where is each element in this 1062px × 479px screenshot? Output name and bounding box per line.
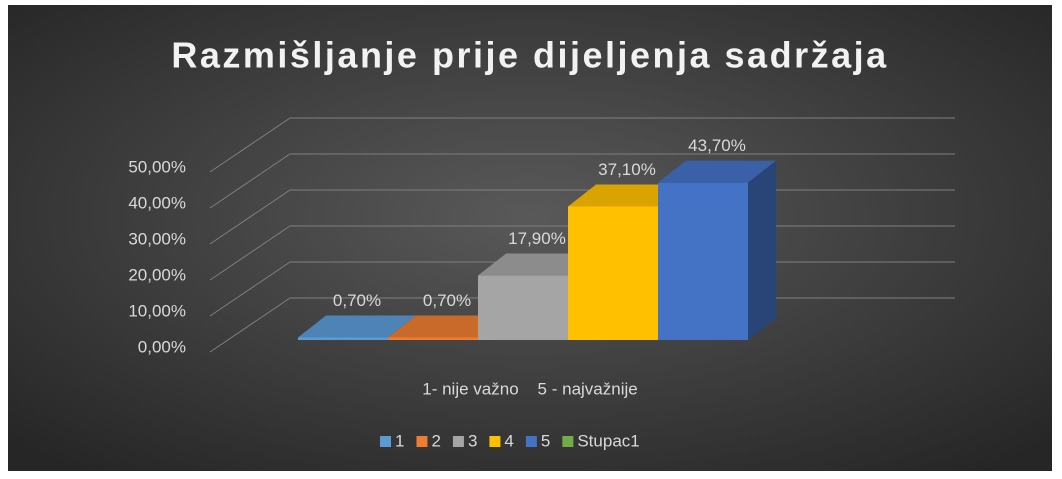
bar-top — [658, 160, 776, 183]
bar — [658, 160, 776, 340]
data-label: 43,70% — [688, 136, 746, 155]
bar-front — [568, 206, 658, 340]
bar-front — [388, 337, 478, 340]
legend-swatch — [525, 436, 537, 447]
bar-front — [478, 275, 568, 340]
legend-swatch — [380, 436, 391, 447]
bar-top — [388, 315, 506, 338]
y-tick-label: 20,00% — [128, 265, 186, 284]
data-label: 17,90% — [508, 229, 566, 248]
bar-top — [568, 184, 686, 207]
bar-side — [748, 160, 776, 340]
legend-label: 5 — [541, 431, 550, 450]
y-tick-label: 30,00% — [128, 229, 186, 248]
data-label: 0,70% — [333, 291, 381, 310]
y-tick-label: 40,00% — [128, 193, 186, 212]
legend-label: Stupac1 — [577, 431, 639, 450]
grid-line — [209, 153, 955, 209]
legend-swatch — [489, 436, 501, 447]
data-label: 37,10% — [598, 160, 656, 179]
bar-top — [298, 315, 416, 338]
legend-label: 2 — [431, 431, 440, 450]
chart-background — [8, 5, 1052, 471]
y-tick-label: 0,00% — [138, 337, 186, 356]
grid-line — [209, 117, 955, 173]
x-tick-label: 1- nije važno 5 - najvažnije — [422, 379, 637, 398]
y-tick-label: 10,00% — [128, 301, 186, 320]
chart-title: Razmišljanje prije dijeljenja sadržaja — [171, 35, 888, 76]
legend-label: 4 — [504, 431, 513, 450]
legend-label: 3 — [468, 431, 477, 450]
data-label: 0,70% — [423, 291, 471, 310]
bar-front — [658, 182, 748, 340]
bar-front — [298, 337, 388, 340]
legend-swatch — [452, 436, 464, 447]
legend-swatch — [562, 436, 574, 447]
legend-swatch — [416, 436, 428, 447]
legend-label: 1 — [395, 431, 404, 450]
y-tick-label: 50,00% — [128, 157, 186, 176]
bar-top — [478, 253, 596, 276]
